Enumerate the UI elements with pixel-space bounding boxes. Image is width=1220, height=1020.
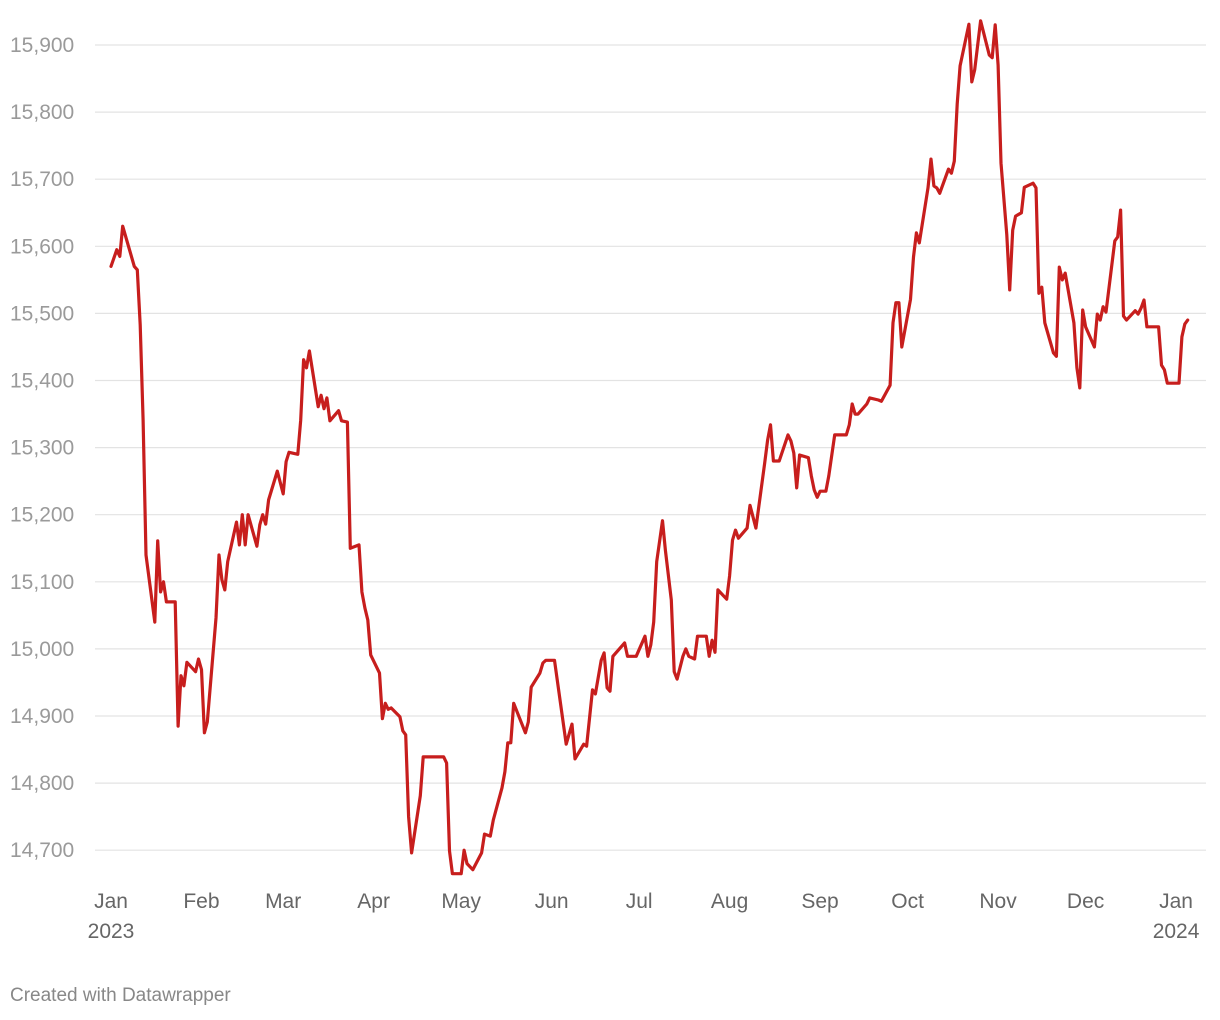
x-tick-label: Aug xyxy=(711,890,748,913)
y-tick-label: 14,900 xyxy=(10,705,74,728)
y-tick-label: 15,400 xyxy=(10,370,74,393)
y-tick-label: 14,700 xyxy=(10,839,74,862)
x-tick-label: Dec xyxy=(1067,890,1104,913)
x-tick-label: Sep xyxy=(801,890,838,913)
line-chart: 14,700 14,800 14,900 15,000 15,100 15,200 15,3… xyxy=(10,19,1206,943)
y-tick-label: 15,100 xyxy=(10,571,74,594)
y-tick-label: 15,800 xyxy=(10,101,74,124)
x-tick-label: Jan xyxy=(1159,890,1193,913)
gridlines xyxy=(95,44,1206,851)
x-tick-label: Feb xyxy=(183,890,219,913)
x-tick-label: Mar xyxy=(265,890,301,913)
y-tick-label: 15,900 xyxy=(10,34,74,57)
y-tick-label: 15,600 xyxy=(10,235,74,258)
x-axis: Jan 2023 Feb Mar Apr May Jun Jul Aug Sep Oct Nov Dec… xyxy=(88,890,1200,943)
footer-credit: Created with Datawrapper xyxy=(10,985,231,1006)
x-tick-label: May xyxy=(441,890,481,913)
y-tick-label: 15,200 xyxy=(10,504,74,527)
x-tick-label: Jan xyxy=(94,890,128,913)
x-tick-label: Oct xyxy=(891,890,924,913)
x-tick-label: Nov xyxy=(979,890,1017,913)
series-line xyxy=(109,19,1190,876)
y-tick-label: 15,700 xyxy=(10,168,74,191)
y-tick-label: 15,500 xyxy=(10,302,74,325)
y-tick-label: 15,300 xyxy=(10,437,74,460)
x-tick-year-label: 2024 xyxy=(1153,920,1200,943)
x-tick-year-label: 2023 xyxy=(88,920,135,943)
x-tick-label: Jul xyxy=(626,890,653,913)
y-tick-label: 15,000 xyxy=(10,638,74,661)
y-tick-label: 14,800 xyxy=(10,772,74,795)
y-axis: 14,700 14,800 14,900 15,000 15,100 15,200 15,3… xyxy=(10,34,74,862)
x-tick-label: Jun xyxy=(535,890,569,913)
x-tick-label: Apr xyxy=(357,890,390,913)
